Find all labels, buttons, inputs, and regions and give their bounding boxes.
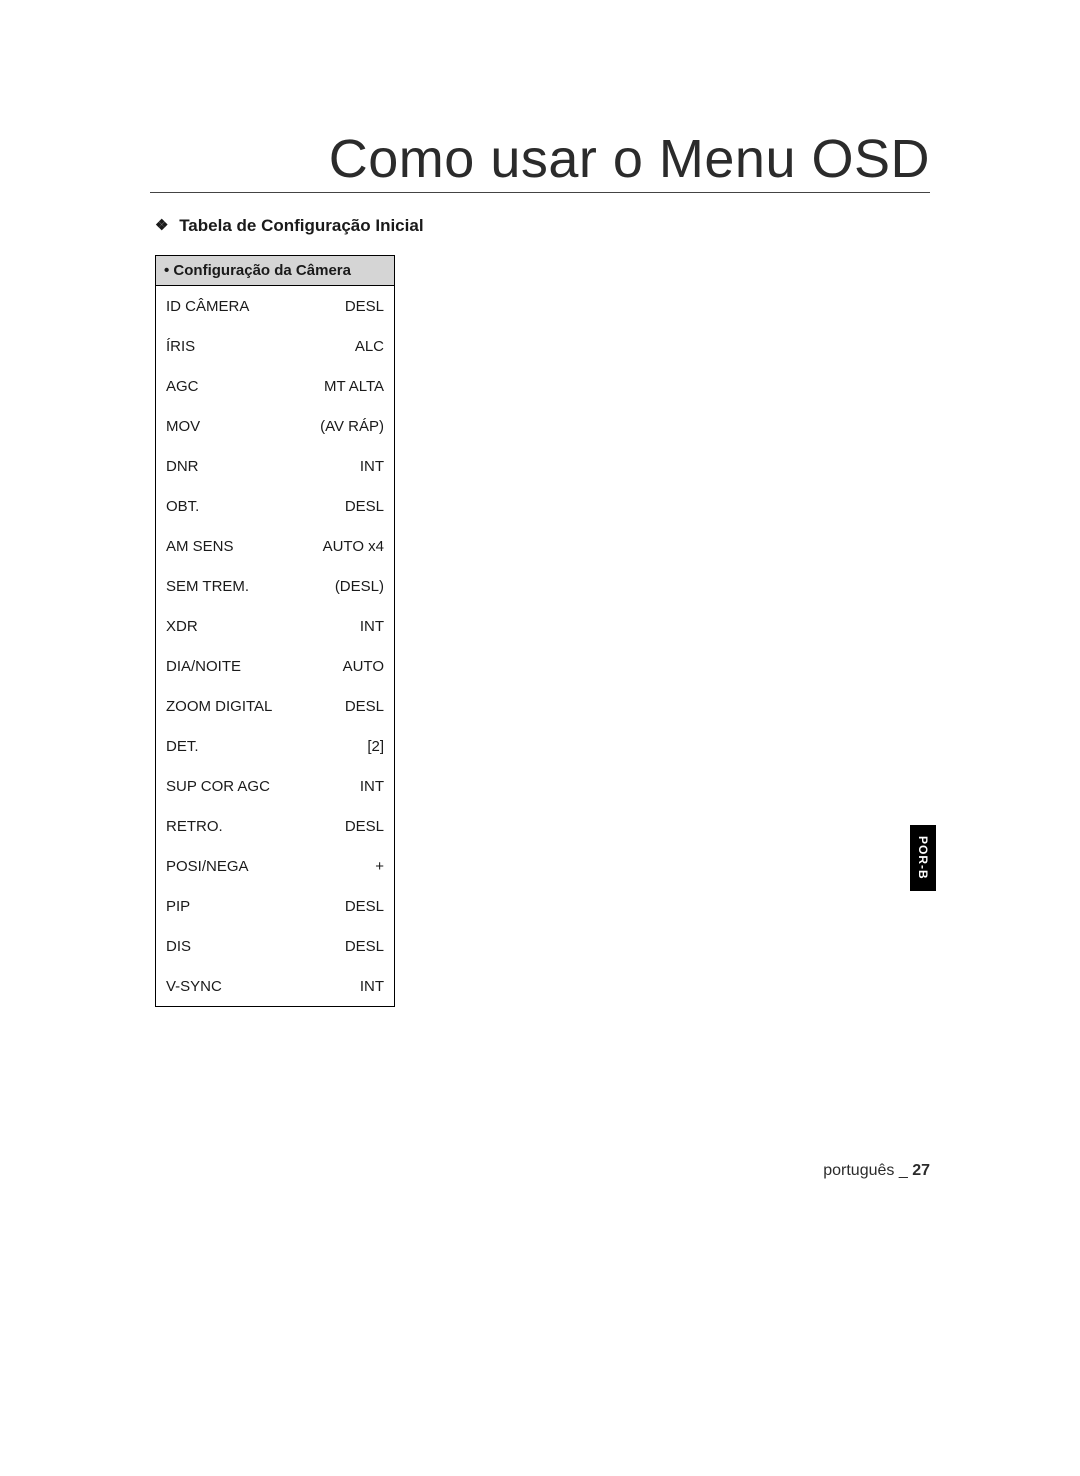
setting-label: POSI/NEGA [156, 846, 300, 886]
setting-label: PIP [156, 886, 300, 926]
setting-label: DIA/NOITE [156, 646, 300, 686]
table-row: XDRINT [156, 606, 395, 646]
setting-value: (AV RÁP) [299, 406, 394, 446]
table-row: AM SENSAUTO x4 [156, 526, 395, 566]
setting-value: (DESL) [299, 566, 394, 606]
setting-label: OBT. [156, 486, 300, 526]
setting-value: DESL [299, 286, 394, 327]
table-row: AGCMT ALTA [156, 366, 395, 406]
table-row: PIPDESL [156, 886, 395, 926]
footer-separator: _ [894, 1162, 912, 1179]
setting-value: AUTO x4 [299, 526, 394, 566]
side-tab: POR-B [910, 825, 936, 891]
footer-language: português [823, 1162, 894, 1179]
table-header-row: • Configuração da Câmera [156, 256, 395, 286]
table-row: ID CÂMERADESL [156, 286, 395, 327]
setting-label: ÍRIS [156, 326, 300, 366]
table-row: ZOOM DIGITALDESL [156, 686, 395, 726]
table-row: DNRINT [156, 446, 395, 486]
setting-label: AM SENS [156, 526, 300, 566]
table-row: POSI/NEGA+ [156, 846, 395, 886]
setting-label: RETRO. [156, 806, 300, 846]
setting-value: ALC [299, 326, 394, 366]
setting-value: [2] [299, 726, 394, 766]
section-label-text: Tabela de Configuração Inicial [179, 216, 423, 235]
setting-label: DET. [156, 726, 300, 766]
setting-label: AGC [156, 366, 300, 406]
footer-page-number: 27 [912, 1162, 930, 1179]
table-row: RETRO.DESL [156, 806, 395, 846]
setting-label: XDR [156, 606, 300, 646]
section-label: ❖ Tabela de Configuração Inicial [155, 216, 424, 236]
table-row: OBT.DESL [156, 486, 395, 526]
setting-label: DIS [156, 926, 300, 966]
table-row: V-SYNCINT [156, 966, 395, 1007]
title-rule [150, 192, 930, 193]
setting-label: ZOOM DIGITAL [156, 686, 300, 726]
config-table: • Configuração da Câmera ID CÂMERADESLÍR… [155, 255, 395, 1007]
setting-label: SUP COR AGC [156, 766, 300, 806]
table-row: DIA/NOITEAUTO [156, 646, 395, 686]
setting-value: + [299, 846, 394, 886]
setting-value: INT [299, 966, 394, 1007]
setting-value: INT [299, 766, 394, 806]
table-row: SUP COR AGCINT [156, 766, 395, 806]
footer: português _ 27 [823, 1162, 930, 1180]
setting-label: V-SYNC [156, 966, 300, 1007]
table-row: ÍRISALC [156, 326, 395, 366]
setting-value: MT ALTA [299, 366, 394, 406]
setting-label: DNR [156, 446, 300, 486]
setting-label: SEM TREM. [156, 566, 300, 606]
setting-label: MOV [156, 406, 300, 446]
table-row: MOV(AV RÁP) [156, 406, 395, 446]
setting-value: DESL [299, 926, 394, 966]
setting-value: DESL [299, 686, 394, 726]
setting-value: DESL [299, 806, 394, 846]
table-row: DISDESL [156, 926, 395, 966]
page-title: Como usar o Menu OSD [329, 128, 930, 190]
table-row: DET.[2] [156, 726, 395, 766]
bullet-icon: ❖ [155, 217, 168, 234]
setting-value: DESL [299, 486, 394, 526]
setting-label: ID CÂMERA [156, 286, 300, 327]
table-row: SEM TREM.(DESL) [156, 566, 395, 606]
setting-value: INT [299, 606, 394, 646]
setting-value: DESL [299, 886, 394, 926]
table-header: • Configuração da Câmera [156, 256, 395, 286]
setting-value: INT [299, 446, 394, 486]
setting-value: AUTO [299, 646, 394, 686]
